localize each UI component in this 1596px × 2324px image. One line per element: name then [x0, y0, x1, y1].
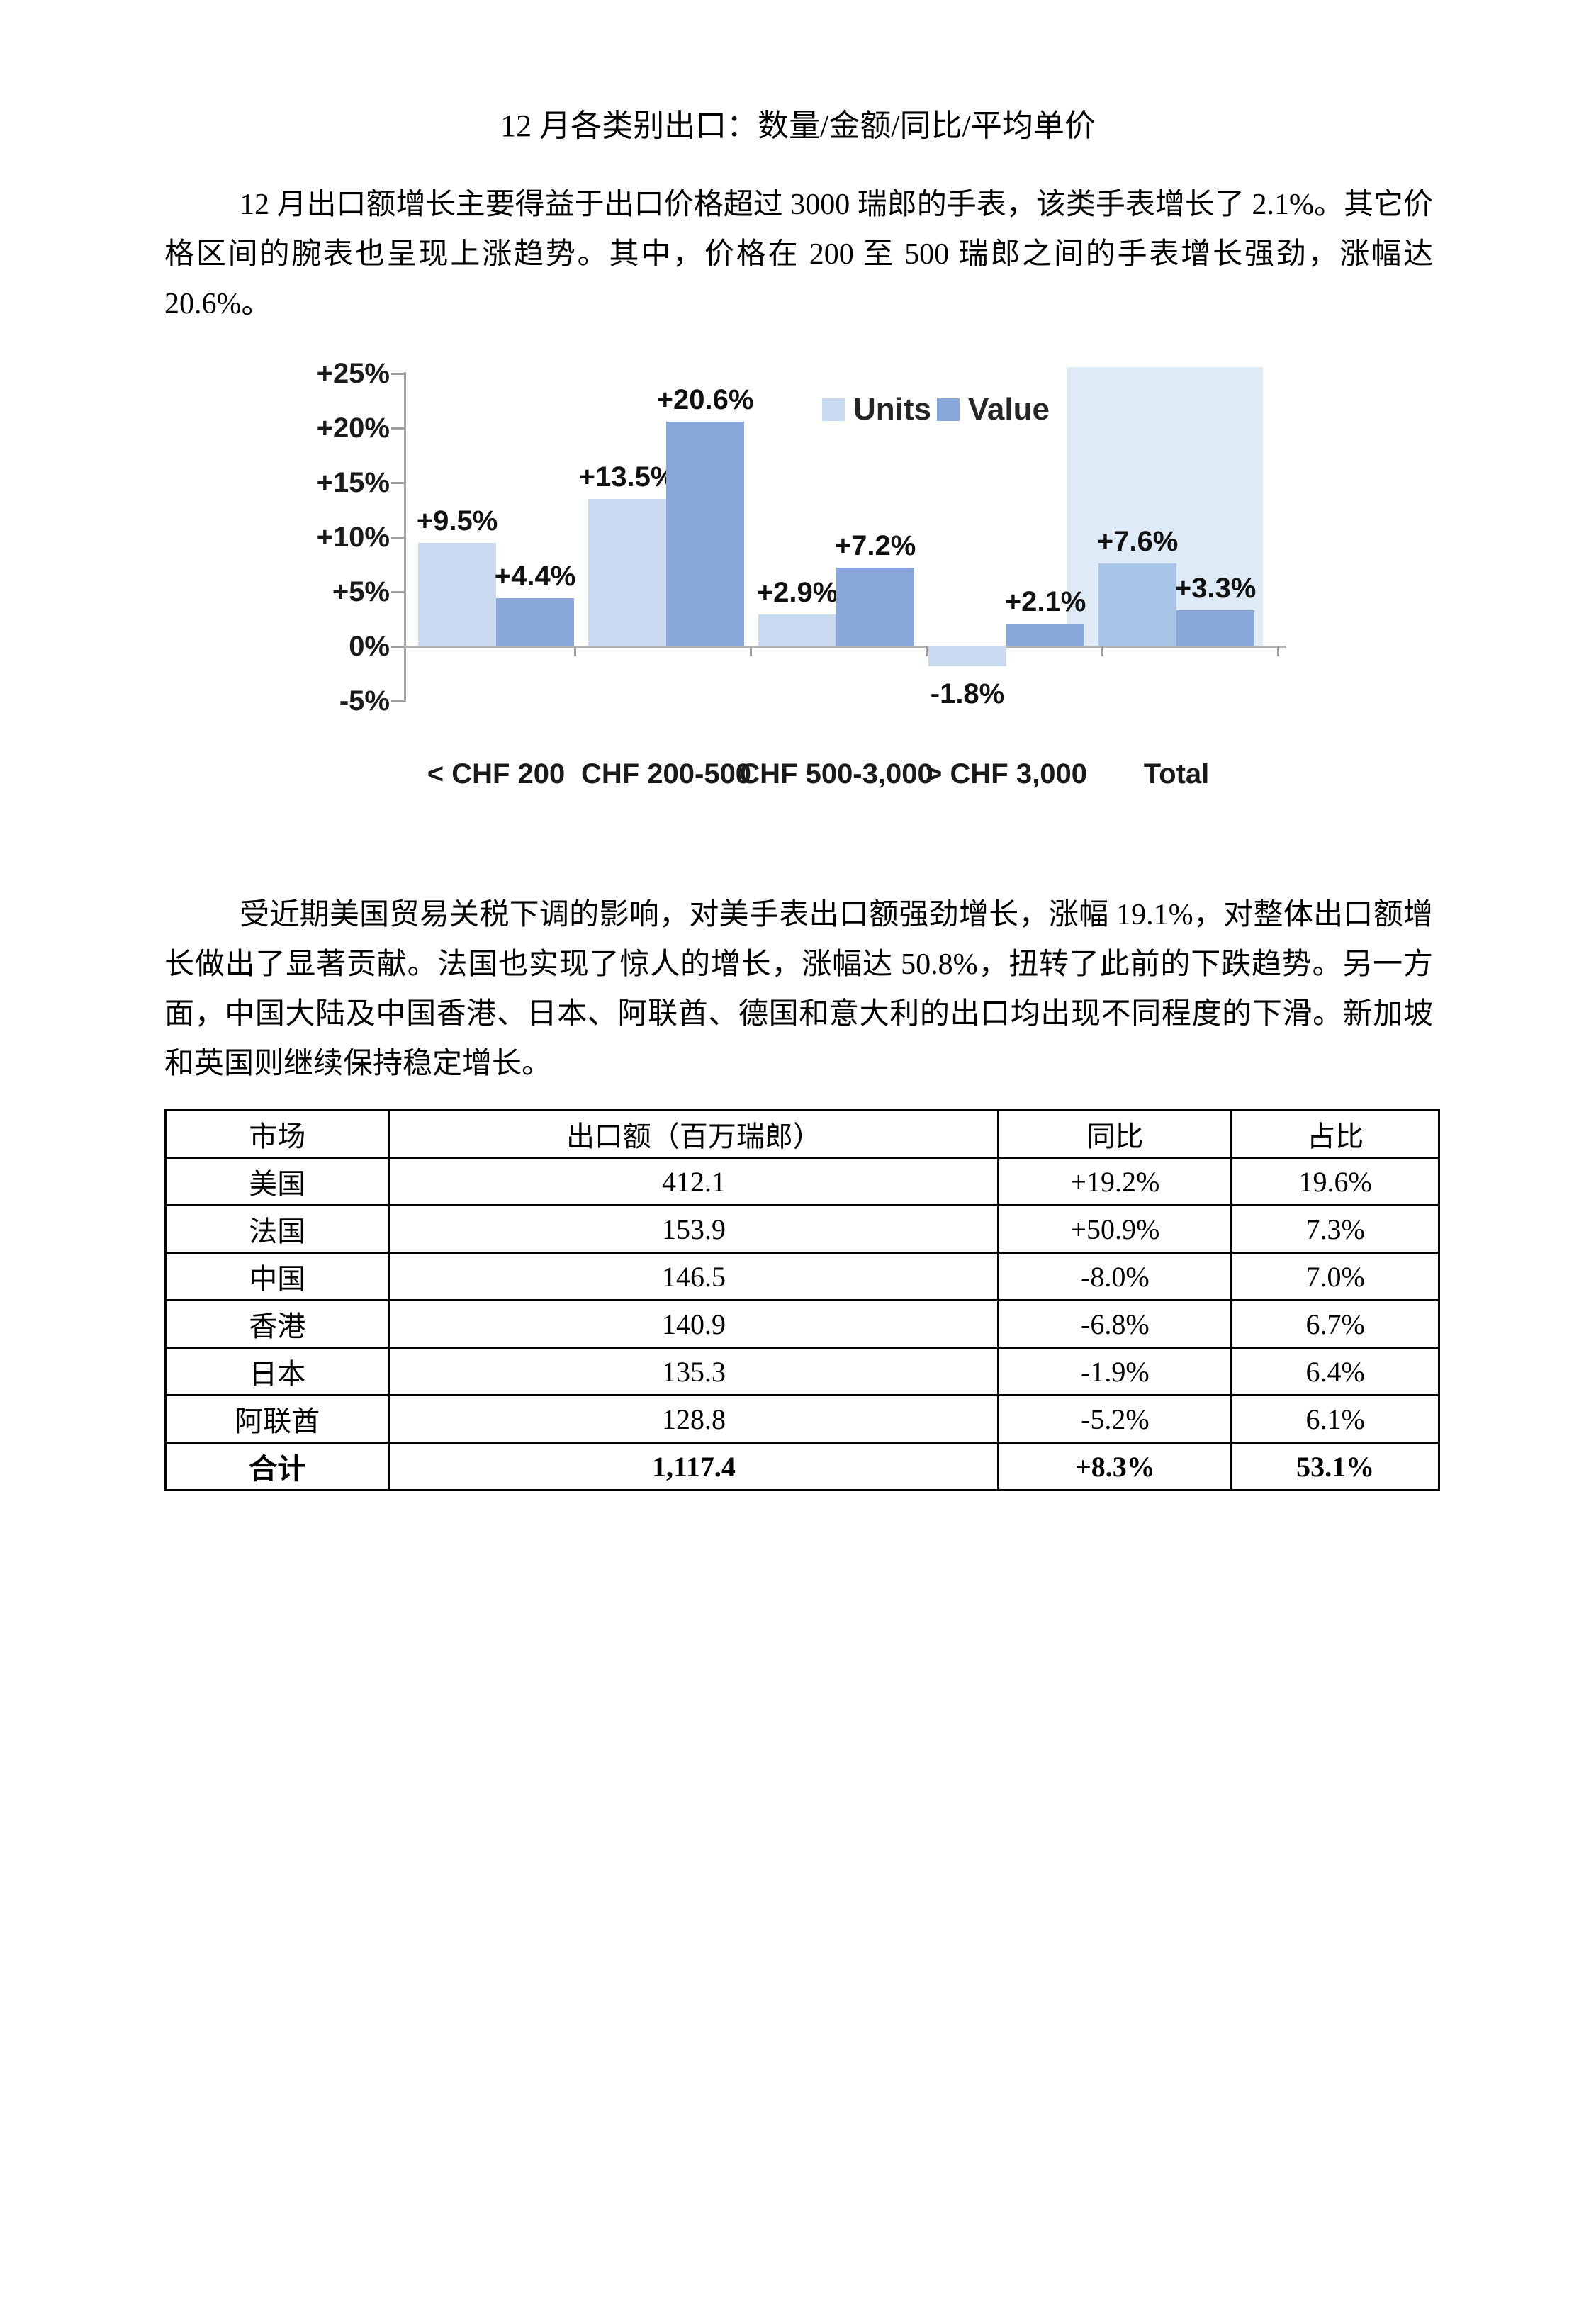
y-axis-line — [404, 372, 406, 702]
table-cell: +50.9% — [997, 1204, 1233, 1254]
bar-value-label: +3.3% — [1174, 573, 1257, 605]
table-header-cell: 市场 — [164, 1109, 390, 1159]
bar-units-4 — [928, 646, 1006, 666]
x-tick-mark — [926, 646, 928, 656]
table-cell: 日本 — [164, 1347, 390, 1396]
table-cell: -6.8% — [997, 1299, 1233, 1349]
y-tick-mark — [391, 427, 404, 430]
bar-value-label: +7.6% — [1096, 525, 1179, 557]
paragraph-export-by-price: 12 月出口额增长主要得益于出口价格超过 3000 瑞郎的手表，该类手表增长了 … — [164, 189, 1433, 320]
y-tick-label: 0% — [349, 631, 390, 662]
x-category-label: CHF 500-3,000 — [739, 758, 933, 790]
x-category-label: > CHF 3,000 — [926, 758, 1087, 790]
bar-units-3 — [758, 614, 836, 646]
y-tick-label: +10% — [316, 522, 390, 553]
y-tick-mark — [391, 537, 404, 539]
bar-units-2 — [588, 499, 666, 646]
bar-value-label: +20.6% — [656, 383, 754, 415]
table-row: 法国 153.9 +50.9% 7.3% — [164, 1204, 1440, 1254]
bar-units-1 — [418, 542, 496, 646]
y-tick-label: +15% — [316, 467, 390, 498]
table-cell: 6.1% — [1230, 1394, 1440, 1444]
table-cell: +8.3% — [997, 1442, 1233, 1491]
x-category-label: CHF 200-500 — [580, 758, 752, 790]
table-row: 阿联酋 128.8 -5.2% 6.1% — [164, 1394, 1440, 1444]
table-cell: 412.1 — [388, 1157, 1000, 1206]
legend-label-units: Units — [853, 392, 931, 427]
table-total-row: 合计 1,117.4 +8.3% 53.1% — [164, 1442, 1440, 1491]
bar-value-2 — [666, 421, 744, 646]
bar-value-3 — [836, 568, 914, 646]
table-row: 中国 146.5 -8.0% 7.0% — [164, 1252, 1440, 1301]
bar-value-4 — [1006, 623, 1084, 646]
table-cell: 美国 — [164, 1157, 390, 1206]
table-cell: 6.4% — [1230, 1347, 1440, 1396]
table-cell: 法国 — [164, 1204, 390, 1254]
table-cell: 53.1% — [1230, 1442, 1440, 1491]
table-cell: 6.7% — [1230, 1299, 1440, 1349]
table-row: 美国 412.1 +19.2% 19.6% — [164, 1157, 1440, 1206]
x-tick-mark — [1277, 646, 1279, 656]
table-cell: -8.0% — [997, 1252, 1233, 1301]
table-header-cell: 出口额（百万瑞郎） — [388, 1109, 1000, 1159]
table-cell: 140.9 — [388, 1299, 1000, 1349]
table-cell: -1.9% — [997, 1347, 1233, 1396]
market-export-table: 市场 出口额（百万瑞郎） 同比 占比 美国 412.1 +19.2% 19.6% 法国 153.9… — [164, 1109, 1440, 1491]
table-cell: 19.6% — [1230, 1157, 1440, 1206]
table-cell: 中国 — [164, 1252, 390, 1301]
bar-chart-export-growth: +25% +20% +15% +10% +5% 0% -5% +9.5% +13.5% +2.9%… — [0, 354, 1596, 801]
bar-value-1 — [496, 598, 574, 646]
legend-swatch-units — [822, 398, 845, 421]
table-row: 日本 135.3 -1.9% 6.4% — [164, 1347, 1440, 1396]
y-tick-mark — [391, 373, 404, 375]
x-tick-mark — [574, 646, 576, 656]
table-header-cell: 占比 — [1230, 1109, 1440, 1159]
legend-label-value: Value — [968, 392, 1050, 427]
table-cell: 146.5 — [388, 1252, 1000, 1301]
y-tick-mark — [391, 646, 404, 648]
table-cell: 合计 — [164, 1442, 390, 1491]
bar-value-label: +9.5% — [416, 505, 498, 537]
paragraph-export-by-market: 受近期美国贸易关税下调的影响，对美手表出口额强劲增长，涨幅 19.1%，对整体出… — [164, 899, 1433, 1080]
y-tick-label: +25% — [316, 358, 390, 389]
table-cell: 135.3 — [388, 1347, 1000, 1396]
x-category-label: Total — [1143, 758, 1210, 790]
table-header-row: 市场 出口额（百万瑞郎） 同比 占比 — [164, 1109, 1440, 1159]
bar-value-label: -1.8% — [930, 678, 1005, 709]
table-cell: +19.2% — [997, 1157, 1233, 1206]
table-cell: 128.8 — [388, 1394, 1000, 1444]
y-tick-label: -5% — [339, 685, 390, 717]
bar-value-5 — [1176, 610, 1254, 646]
y-tick-label: +5% — [332, 576, 390, 607]
table-cell: 7.0% — [1230, 1252, 1440, 1301]
table-cell: 阿联酋 — [164, 1394, 390, 1444]
y-tick-mark — [391, 482, 404, 484]
legend-swatch-value — [937, 398, 960, 421]
bar-value-label: +2.1% — [1004, 585, 1086, 617]
x-category-label: < CHF 200 — [427, 758, 566, 790]
table-cell: -5.2% — [997, 1394, 1233, 1444]
bar-value-label: +2.9% — [756, 577, 838, 609]
y-tick-mark — [391, 700, 404, 702]
x-axis-line — [404, 646, 1286, 648]
table-cell: 香港 — [164, 1299, 390, 1349]
x-tick-mark — [1101, 646, 1103, 656]
table-cell: 7.3% — [1230, 1204, 1440, 1254]
bar-value-label: +13.5% — [578, 461, 676, 493]
page-title: 12 月各类别出口：数量/金额/同比/平均单价 — [500, 108, 1096, 143]
y-tick-label: +20% — [316, 412, 390, 444]
table-header-cell: 同比 — [997, 1109, 1233, 1159]
table-cell: 1,117.4 — [388, 1442, 1000, 1491]
table-row: 香港 140.9 -6.8% 6.7% — [164, 1299, 1440, 1349]
x-tick-mark — [750, 646, 752, 656]
bar-value-label: +4.4% — [494, 561, 576, 593]
bar-units-5 — [1098, 563, 1176, 646]
bar-value-label: +7.2% — [834, 530, 916, 562]
y-tick-mark — [391, 591, 404, 593]
table-cell: 153.9 — [388, 1204, 1000, 1254]
